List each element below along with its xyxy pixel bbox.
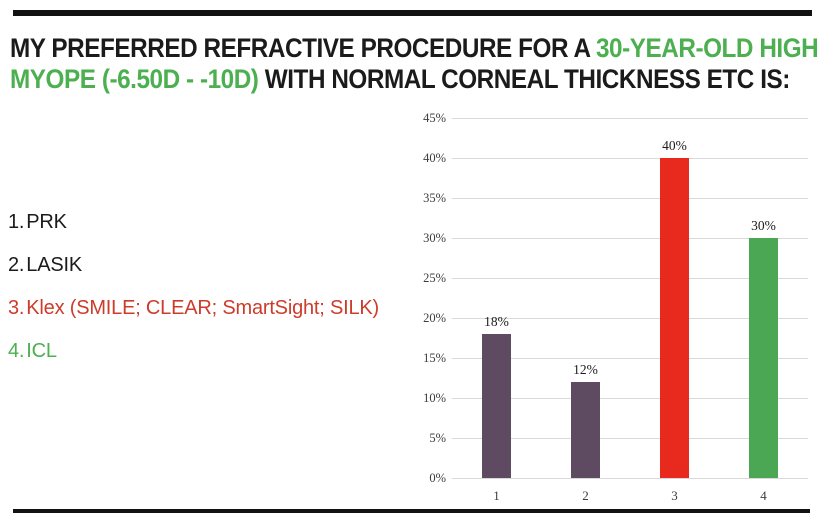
gridline bbox=[452, 437, 808, 439]
gridline bbox=[452, 157, 808, 159]
title-segment: WITH NORMAL CORNEAL THICKNESS ETC IS: bbox=[258, 64, 791, 94]
answer-option-2: 2. LASIK bbox=[8, 254, 379, 277]
gridline bbox=[452, 397, 808, 399]
y-axis-label: 10% bbox=[423, 391, 446, 405]
bar-1 bbox=[482, 334, 511, 478]
gridline bbox=[452, 357, 808, 359]
option-label: ICL bbox=[26, 340, 57, 362]
title-segment: MYOPE (-6.50D - -10D) bbox=[10, 64, 259, 94]
bar-value-label: 40% bbox=[662, 138, 687, 153]
gridline bbox=[452, 277, 808, 279]
x-axis-label: 1 bbox=[493, 488, 500, 503]
y-axis-label: 25% bbox=[423, 271, 446, 285]
y-axis-label: 45% bbox=[423, 111, 446, 125]
x-axis: 1 2 3 4 bbox=[452, 486, 808, 506]
option-number: 1. bbox=[8, 211, 25, 233]
y-axis-label: 0% bbox=[429, 471, 446, 485]
bottom-divider bbox=[13, 509, 810, 513]
answer-option-4: 4. ICL bbox=[8, 340, 379, 363]
answer-option-1: 1. PRK bbox=[8, 211, 379, 234]
gridline bbox=[452, 317, 808, 319]
x-axis-label: 2 bbox=[582, 488, 589, 503]
y-axis-label: 35% bbox=[423, 191, 446, 205]
gridline bbox=[452, 197, 808, 199]
x-axis-label: 4 bbox=[760, 488, 767, 503]
y-axis: 0% 5% 10% 15% 20% 25% 30% 35% 40% 45% bbox=[413, 111, 446, 485]
title-line: MYOPE (-6.50D - -10D) WITH NORMAL CORNEA… bbox=[10, 64, 790, 95]
survey-question-title: MY PREFERRED REFRACTIVE PROCEDURE FOR A … bbox=[10, 33, 822, 95]
option-number: 3. bbox=[8, 297, 25, 319]
bar-chart: 0% 5% 10% 15% 20% 25% 30% 35% 40% 45% 18% 12% 40% 30… bbox=[413, 105, 815, 510]
option-label: PRK bbox=[26, 211, 67, 233]
title-segment: 30-YEAR-OLD HIGH bbox=[595, 33, 819, 63]
y-axis-label: 40% bbox=[423, 151, 446, 165]
option-label: Klex (SMILE; CLEAR; SmartSight; SILK) bbox=[26, 297, 379, 319]
gridline bbox=[452, 237, 808, 239]
bar-3 bbox=[660, 158, 689, 478]
option-number: 4. bbox=[8, 340, 25, 362]
title-segment: MY PREFERRED REFRACTIVE PROCEDURE FOR A bbox=[10, 33, 596, 63]
answer-option-3: 3. Klex (SMILE; CLEAR; SmartSight; SILK) bbox=[8, 297, 379, 320]
option-number: 2. bbox=[8, 254, 25, 276]
top-divider bbox=[13, 10, 812, 16]
y-axis-label: 20% bbox=[423, 311, 446, 325]
bar-value-label: 12% bbox=[573, 362, 598, 377]
bar-value-label: 30% bbox=[751, 218, 776, 233]
gridline bbox=[452, 117, 808, 119]
title-line: MY PREFERRED REFRACTIVE PROCEDURE FOR A … bbox=[10, 33, 819, 64]
y-axis-label: 15% bbox=[423, 351, 446, 365]
answer-options-list: 1. PRK 2. LASIK 3. Klex (SMILE; CLEAR; SmartS… bbox=[8, 211, 379, 383]
bar-4 bbox=[749, 238, 778, 478]
y-axis-label: 5% bbox=[429, 431, 446, 445]
bar-2 bbox=[571, 382, 600, 478]
bar-value-label: 18% bbox=[484, 314, 509, 329]
y-axis-label: 30% bbox=[423, 231, 446, 245]
option-label: LASIK bbox=[26, 254, 82, 276]
gridline bbox=[452, 477, 808, 479]
x-axis-label: 3 bbox=[671, 488, 678, 503]
plot-area: 18% 12% 40% 30% bbox=[452, 117, 808, 479]
